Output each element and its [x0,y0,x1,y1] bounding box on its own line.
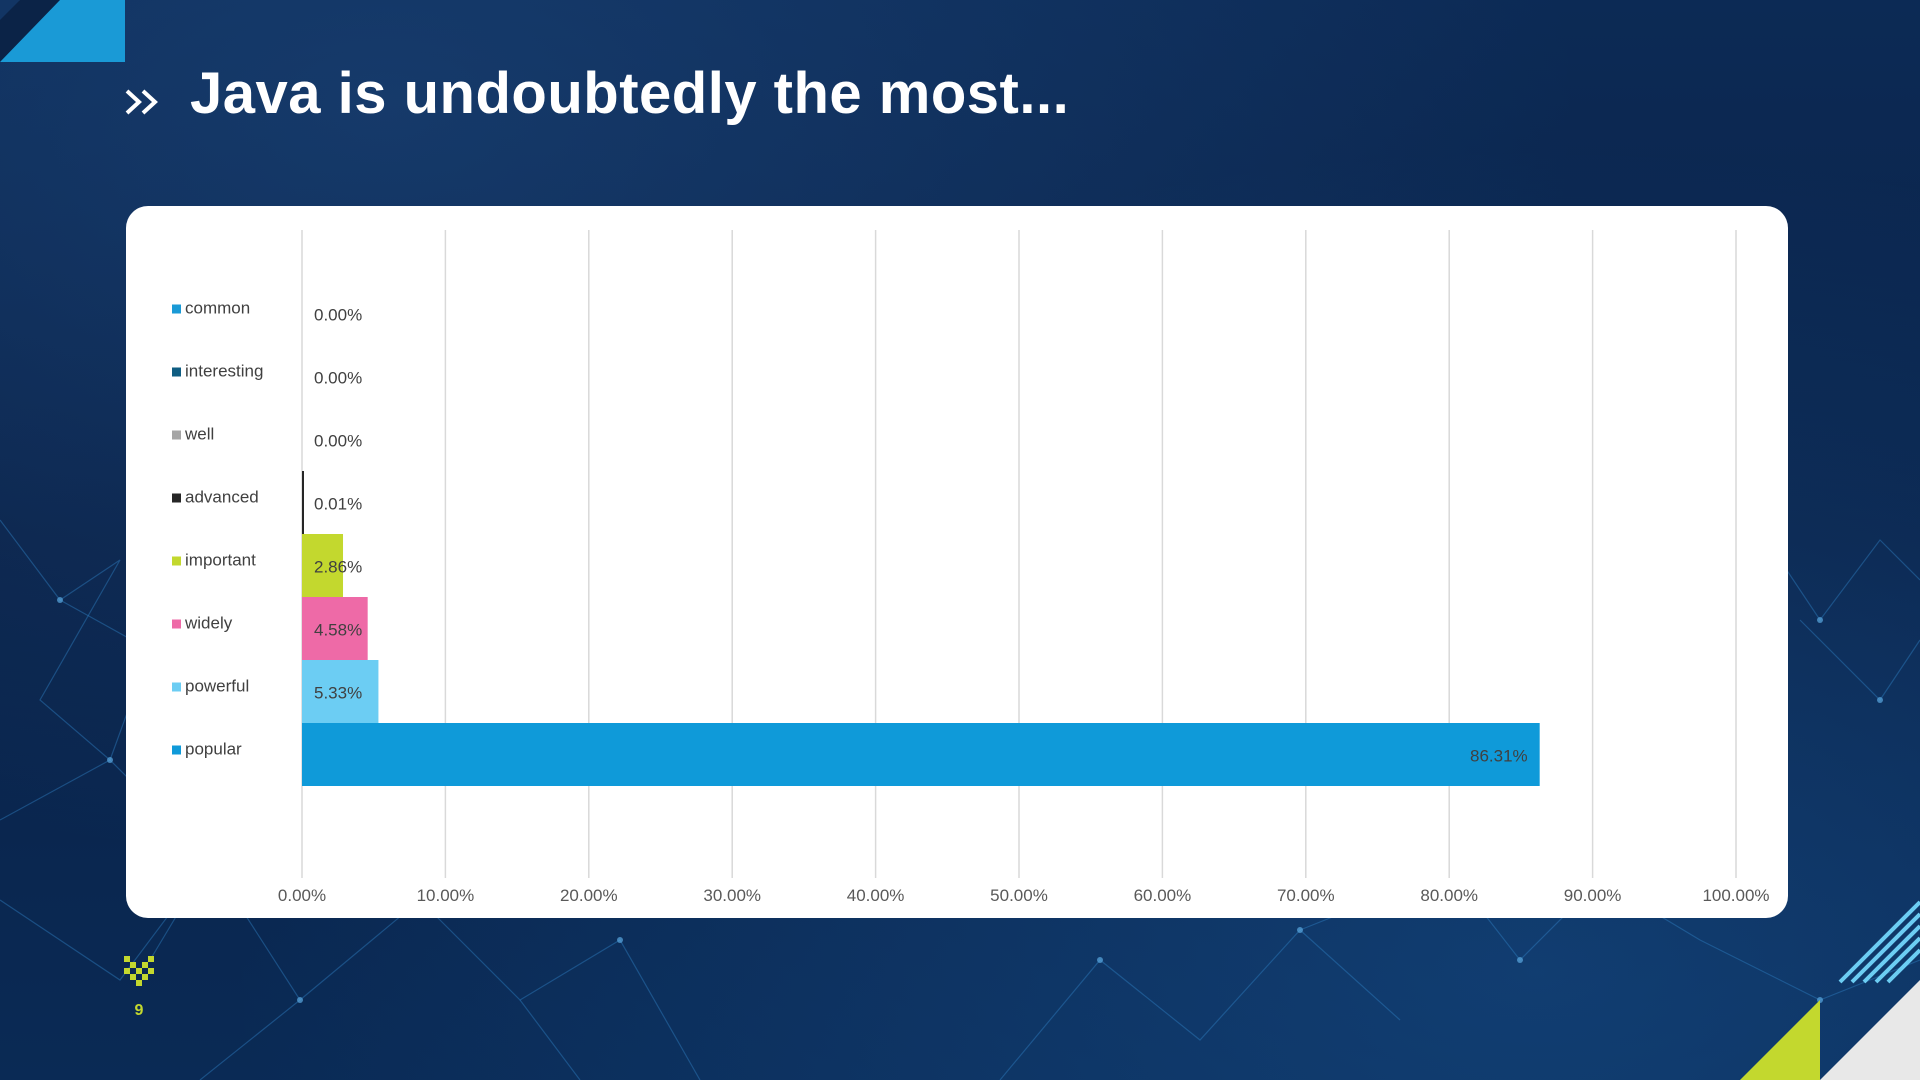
x-tick-label: 90.00% [1564,886,1622,905]
x-tick-label: 40.00% [847,886,905,905]
x-tick-label: 20.00% [560,886,618,905]
data-label: 86.31% [1470,747,1528,766]
x-tick-label: 30.00% [703,886,761,905]
x-tick-label: 70.00% [1277,886,1335,905]
legend-swatch [172,556,181,566]
legend-swatch [172,682,181,692]
data-label: 2.86% [314,558,362,577]
legend-swatch [172,493,181,503]
chart-card: 0.00% 10.00% 20.00% 30.00% 40.00% 50.00% 60.00… [126,206,1788,918]
bar [302,534,344,597]
corner-decoration-bottom-right [1740,900,1920,1080]
legend-entry: interesting [185,362,263,381]
legend-entry: popular [185,740,242,759]
data-label: 0.00% [314,369,362,388]
data-label: 0.00% [314,432,362,451]
page-number: 9 [134,1002,144,1019]
slide-title: Java is undoubtedly the most... [190,61,1070,126]
legend-swatch [172,745,181,755]
legend-entry: widely [184,614,233,633]
bar [302,723,1540,786]
data-label: 0.00% [314,306,362,325]
x-tick-label: 10.00% [417,886,475,905]
legend-swatch [172,304,181,314]
x-tick-label: 50.00% [990,886,1048,905]
legend-swatch [172,367,181,377]
legend-entry: powerful [185,677,249,696]
legend-entry: advanced [185,488,259,507]
x-tick-label: 60.00% [1134,886,1192,905]
x-tick-label: 100.00% [1702,886,1769,905]
bar [302,471,304,534]
bar [302,660,379,723]
legend-swatch [172,619,181,629]
legend-entry: important [185,551,256,570]
legend-swatch [172,430,181,440]
data-label: 4.58% [314,621,362,640]
data-label: 0.01% [314,495,362,514]
brand-logo-icon [124,956,154,986]
bar [302,597,368,660]
legend-entry: well [184,425,214,444]
x-tick-label: 80.00% [1420,886,1478,905]
corner-decoration-top-left [0,0,125,62]
bar-chart: 0.00% 10.00% 20.00% 30.00% 40.00% 50.00% 60.00… [172,230,1770,905]
chevron-double-right-icon [125,89,158,115]
x-tick-label: 0.00% [278,886,326,905]
data-label: 5.33% [314,684,362,703]
legend-entry: common [185,299,250,318]
